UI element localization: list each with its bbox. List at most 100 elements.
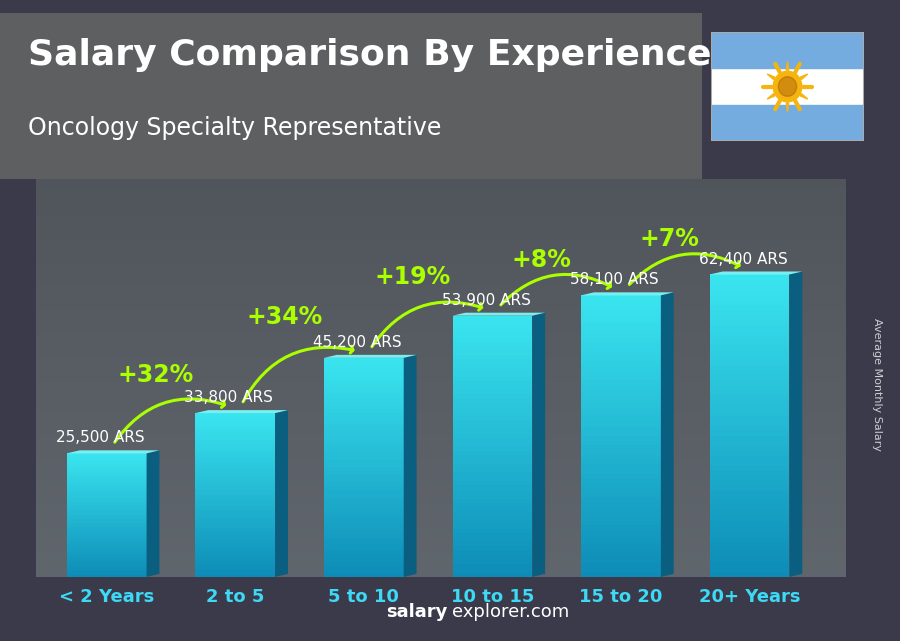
Bar — [453, 460, 532, 463]
Bar — [581, 310, 661, 314]
Bar — [710, 562, 789, 567]
Bar — [195, 544, 275, 547]
Text: 58,100 ARS: 58,100 ARS — [571, 272, 659, 287]
Bar — [453, 533, 532, 538]
Bar — [67, 548, 147, 550]
Bar — [581, 403, 661, 408]
Bar — [710, 385, 789, 390]
Bar — [324, 486, 404, 489]
Bar — [324, 442, 404, 445]
Bar — [67, 462, 147, 463]
Bar — [710, 526, 789, 531]
Bar — [324, 449, 404, 453]
Polygon shape — [800, 74, 808, 79]
Bar — [710, 491, 789, 496]
Bar — [581, 535, 661, 539]
Polygon shape — [661, 292, 674, 577]
Bar — [67, 463, 147, 465]
Bar — [453, 390, 532, 394]
Bar — [453, 359, 532, 363]
Bar — [581, 558, 661, 563]
Bar — [453, 507, 532, 512]
Bar — [67, 540, 147, 542]
Bar — [195, 555, 275, 558]
Bar — [581, 422, 661, 427]
Text: +8%: +8% — [511, 248, 572, 272]
Bar — [67, 573, 147, 575]
Bar — [67, 468, 147, 470]
Bar — [710, 340, 789, 345]
Bar — [67, 497, 147, 499]
Bar — [195, 479, 275, 481]
Bar — [195, 566, 275, 569]
Bar — [195, 538, 275, 542]
Bar — [324, 482, 404, 486]
Bar — [67, 509, 147, 511]
Bar — [324, 471, 404, 475]
Bar — [581, 464, 661, 469]
Bar — [581, 338, 661, 342]
Bar — [195, 542, 275, 544]
Bar — [67, 472, 147, 474]
Bar — [710, 552, 789, 557]
Bar — [453, 555, 532, 560]
Bar — [67, 480, 147, 482]
Bar — [581, 516, 661, 520]
Bar — [453, 551, 532, 555]
Polygon shape — [195, 410, 288, 413]
Bar — [453, 472, 532, 477]
Bar — [67, 529, 147, 531]
Bar — [67, 544, 147, 546]
Bar — [453, 481, 532, 485]
Bar — [453, 538, 532, 542]
Bar — [67, 542, 147, 544]
Bar — [195, 512, 275, 514]
Bar — [195, 547, 275, 549]
Bar — [67, 488, 147, 490]
Bar — [67, 478, 147, 480]
Bar — [195, 421, 275, 424]
Bar — [710, 406, 789, 411]
Bar — [453, 438, 532, 442]
Bar — [67, 515, 147, 517]
Bar — [581, 539, 661, 544]
Bar — [67, 534, 147, 536]
Bar — [581, 361, 661, 366]
Bar — [710, 572, 789, 577]
Bar — [710, 506, 789, 512]
Bar — [581, 506, 661, 511]
Bar — [710, 486, 789, 491]
Text: 62,400 ARS: 62,400 ARS — [698, 252, 788, 267]
Bar — [453, 568, 532, 572]
Bar — [195, 514, 275, 517]
Bar — [581, 563, 661, 567]
Bar — [453, 403, 532, 407]
Text: +7%: +7% — [640, 227, 700, 251]
Bar — [324, 391, 404, 394]
Bar — [581, 436, 661, 441]
Bar — [324, 570, 404, 573]
Bar — [67, 503, 147, 505]
Bar — [453, 512, 532, 516]
Bar — [195, 462, 275, 465]
Polygon shape — [147, 451, 159, 577]
Bar — [453, 399, 532, 403]
Bar — [324, 511, 404, 515]
Bar — [453, 424, 532, 429]
Bar — [67, 460, 147, 462]
Bar — [453, 433, 532, 438]
Text: 33,800 ARS: 33,800 ARS — [184, 390, 274, 405]
Bar — [710, 426, 789, 431]
Bar — [324, 519, 404, 522]
Text: Salary Comparison By Experience: Salary Comparison By Experience — [28, 38, 712, 72]
Bar — [67, 494, 147, 497]
Bar — [195, 446, 275, 449]
Bar — [711, 32, 864, 69]
Bar — [324, 463, 404, 467]
Bar — [581, 455, 661, 460]
Bar — [67, 570, 147, 573]
Bar — [710, 451, 789, 456]
Bar — [710, 300, 789, 304]
Bar — [453, 546, 532, 551]
Bar — [581, 478, 661, 483]
